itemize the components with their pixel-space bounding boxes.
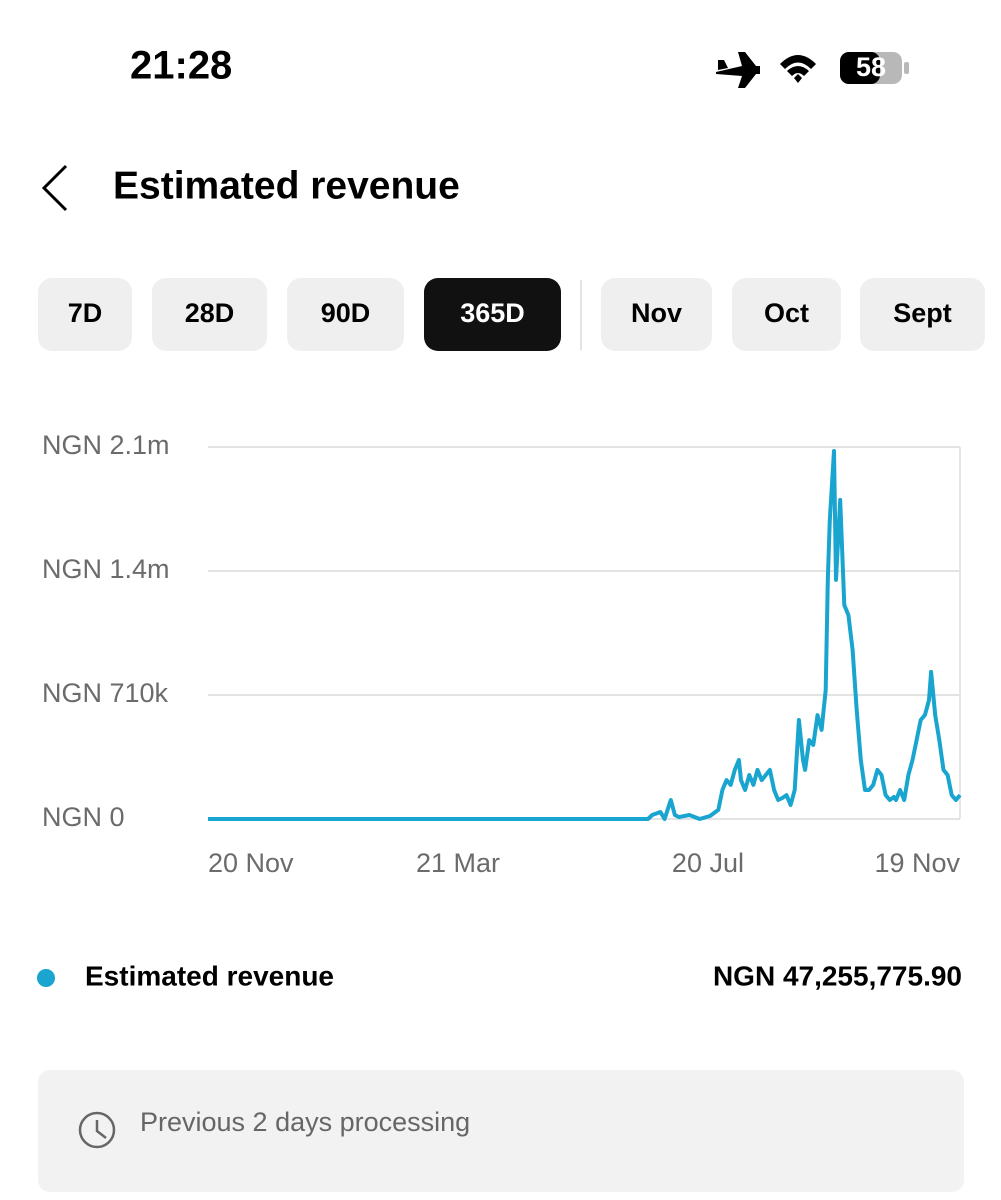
y-tick-label: NGN 2.1m: [42, 430, 170, 460]
legend-dot: [37, 969, 55, 987]
notice-box: [38, 1070, 964, 1192]
tab[interactable]: [424, 278, 561, 351]
clock-hands: [95, 1120, 107, 1139]
chart: NGN 0 NGN 710k NGN 1.4m NGN 2.1m 20 Nov 21 Ma…: [37, 430, 962, 991]
tab[interactable]: [287, 278, 404, 351]
tab[interactable]: [38, 278, 132, 351]
tab-label: 7D: [68, 298, 103, 328]
tab[interactable]: [152, 278, 267, 351]
tab[interactable]: [732, 278, 841, 351]
battery-tip: [904, 62, 909, 74]
airplane-icon: [716, 52, 760, 88]
back-button[interactable]: [41, 164, 68, 212]
tab-label: Sept: [893, 298, 952, 328]
x-tick-label: 21 Mar: [416, 848, 500, 878]
tab[interactable]: [860, 278, 985, 351]
x-tick-label: 20 Nov: [208, 848, 294, 878]
y-tick-label: NGN 0: [42, 802, 125, 832]
tab-label: 28D: [185, 298, 235, 328]
tab-label: 365D: [460, 298, 525, 328]
tab[interactable]: [601, 278, 712, 351]
status-time: 21:28: [130, 44, 232, 88]
revenue-line: [208, 449, 962, 821]
x-tick-label: 20 Jul: [672, 848, 744, 878]
tab-label: Oct: [764, 298, 809, 328]
wifi-icon: [780, 55, 816, 83]
total-value: NGN 47,255,775.90: [713, 960, 962, 991]
legend-label: Estimated revenue: [85, 960, 334, 991]
notice-text: Previous 2 days processing: [140, 1107, 470, 1137]
page-title: Estimated revenue: [113, 164, 460, 207]
tab-label: 90D: [321, 298, 371, 328]
tab-label: Nov: [631, 298, 682, 328]
tabs: 7D 28D 90D 365D Nov Oct Sept: [38, 278, 985, 351]
y-tick-label: NGN 710k: [42, 678, 169, 708]
battery-level: [840, 52, 880, 84]
battery-text: 58: [856, 52, 886, 82]
y-tick-label: NGN 1.4m: [42, 554, 170, 584]
clock-icon: [78, 1111, 116, 1149]
x-tick-label: 19 Nov: [874, 848, 960, 878]
